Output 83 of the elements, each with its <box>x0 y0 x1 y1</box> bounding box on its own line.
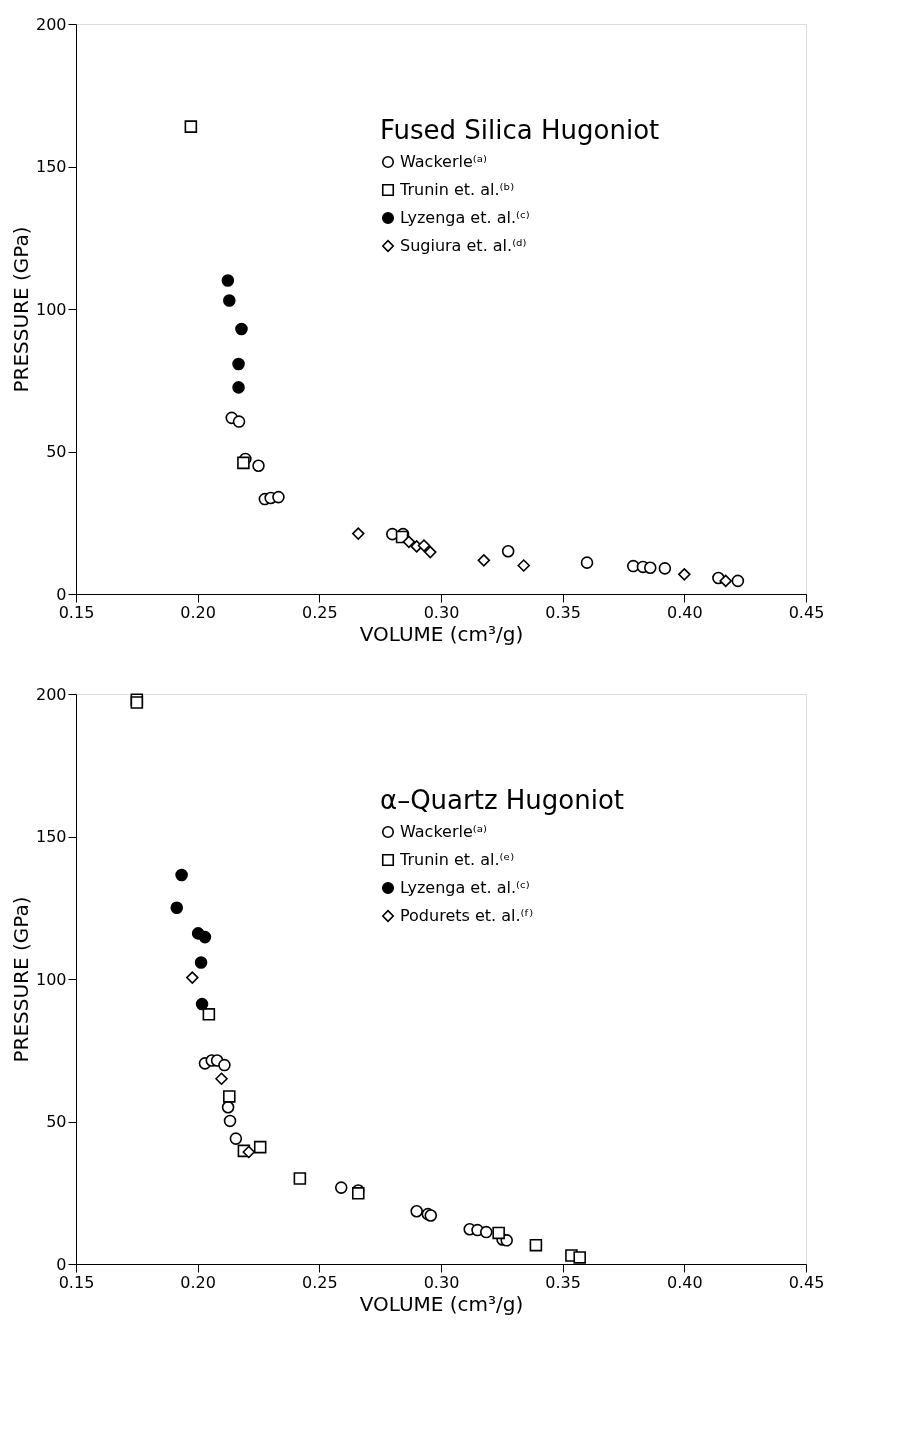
point <box>658 562 672 575</box>
x-axis-title: VOLUME (cm³/g) <box>359 1291 524 1316</box>
point <box>517 559 531 572</box>
point <box>424 545 437 559</box>
point <box>232 357 245 371</box>
x-tick-label: 0.40 <box>667 1272 703 1292</box>
point <box>221 274 235 287</box>
legend-label: Trunin et. al.⁽ᵇ⁾ <box>399 180 515 199</box>
point <box>175 868 188 882</box>
point <box>237 456 250 470</box>
x-tick-label: 0.20 <box>180 1272 216 1292</box>
point <box>242 1145 256 1159</box>
y-tick-label: 100 <box>35 299 67 319</box>
point <box>218 1058 231 1072</box>
point <box>351 527 365 540</box>
point <box>272 490 285 504</box>
text: α–Quartz Hugoniot <box>380 785 625 815</box>
point <box>501 544 515 558</box>
point <box>402 535 416 549</box>
y-tick-label: 50 <box>46 442 67 461</box>
point <box>232 381 245 394</box>
legend-label: Sugiura et. al.⁽ᵈ⁾ <box>400 236 527 255</box>
y-tick-label: 0 <box>56 1254 67 1274</box>
point <box>235 322 248 336</box>
x-tick-label: 0.30 <box>423 602 460 622</box>
point <box>223 1114 237 1128</box>
point <box>334 1181 348 1194</box>
point <box>223 1090 236 1103</box>
x-tick-label: 0.35 <box>545 602 581 622</box>
y-tick-label: 100 <box>35 969 67 989</box>
y-tick-label: 200 <box>35 14 67 34</box>
x-tick-label: 0.25 <box>302 1272 338 1292</box>
y-tick-label: 50 <box>46 1112 67 1131</box>
point <box>186 971 199 984</box>
x-tick-label: 0.15 <box>58 602 95 622</box>
legend-label: Podurets et. al.⁽ᶠ⁾ <box>400 906 534 925</box>
point <box>170 901 184 915</box>
point <box>223 294 236 307</box>
point <box>184 120 198 133</box>
x-tick-label: 0.25 <box>302 602 338 622</box>
text: Fused Silica Hugoniot <box>380 115 660 145</box>
x-tick-label: 0.20 <box>180 602 216 622</box>
x-tick-label: 0.30 <box>423 1272 460 1292</box>
point <box>643 561 657 575</box>
point <box>573 1251 586 1264</box>
point <box>529 1238 543 1252</box>
point <box>479 1225 493 1239</box>
x-tick-label: 0.40 <box>667 602 703 622</box>
x-tick-label: 0.35 <box>545 1272 581 1292</box>
point <box>293 1172 307 1185</box>
y-tick-label: 200 <box>35 684 67 704</box>
point <box>252 459 265 473</box>
point <box>500 1234 513 1247</box>
x-axis-title: VOLUME (cm³/g) <box>359 621 524 646</box>
point <box>232 415 246 428</box>
point <box>202 1008 216 1021</box>
y-tick-label: 0 <box>56 584 67 604</box>
point <box>410 1205 423 1218</box>
point <box>198 930 212 944</box>
legend-label: Wackerle⁽ᵃ⁾ <box>400 822 487 841</box>
point <box>580 556 594 569</box>
point <box>195 997 209 1011</box>
point <box>492 1226 505 1240</box>
y-tick-label: 150 <box>35 827 67 846</box>
legend-label: Lyzenga et. al.⁽ᶜ⁾ <box>400 878 530 897</box>
point <box>194 956 208 969</box>
x-tick-label: 0.45 <box>788 1272 825 1292</box>
legend-label: Wackerle⁽ᵃ⁾ <box>400 152 487 171</box>
point <box>229 1132 243 1145</box>
point <box>253 1140 267 1154</box>
point <box>719 574 732 588</box>
x-tick-label: 0.15 <box>58 1272 95 1292</box>
y-axis-title: PRESSURE (GPa) <box>8 226 33 393</box>
point <box>678 568 691 581</box>
point <box>477 554 491 567</box>
legend-label: Trunin et. al.⁽ᵉ⁾ <box>399 850 515 869</box>
y-axis-title: PRESSURE (GPa) <box>8 896 33 1063</box>
x-tick-label: 0.45 <box>788 602 825 622</box>
y-tick-label: 150 <box>35 157 67 176</box>
legend-label: Lyzenga et. al.⁽ᶜ⁾ <box>400 208 530 227</box>
point <box>417 539 431 552</box>
point <box>731 574 745 588</box>
point <box>215 1072 228 1086</box>
